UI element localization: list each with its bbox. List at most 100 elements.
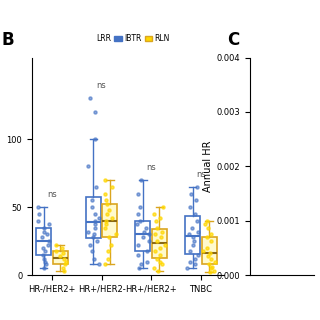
Point <box>42 225 47 230</box>
Point <box>152 248 157 253</box>
Point <box>46 239 52 244</box>
Point <box>209 264 214 269</box>
Y-axis label: months: months <box>0 148 1 185</box>
Point <box>191 239 196 244</box>
Point <box>42 266 47 271</box>
Point <box>88 243 93 248</box>
Point <box>143 225 148 230</box>
Point <box>59 245 64 251</box>
Point <box>61 266 66 271</box>
Point <box>144 248 149 253</box>
Text: C: C <box>227 31 239 50</box>
Point <box>109 216 114 221</box>
Point <box>158 245 163 251</box>
Point <box>138 218 143 223</box>
Point <box>156 268 161 274</box>
Point <box>138 205 143 210</box>
Point <box>62 262 67 267</box>
Point <box>136 191 141 196</box>
Point <box>106 248 111 253</box>
Point <box>192 262 197 267</box>
Point <box>154 225 159 230</box>
Point <box>144 259 149 264</box>
Point <box>152 266 157 271</box>
Point <box>42 256 47 261</box>
Point <box>191 243 196 248</box>
Point <box>46 243 51 248</box>
Point <box>158 216 163 221</box>
Point <box>93 212 98 217</box>
Point <box>96 216 101 221</box>
Point <box>206 225 211 230</box>
Point <box>187 259 192 264</box>
Text: B: B <box>1 31 14 50</box>
Point <box>85 164 91 169</box>
Point <box>137 266 142 271</box>
Point <box>89 205 94 210</box>
PathPatch shape <box>53 252 68 264</box>
PathPatch shape <box>36 228 51 255</box>
Point <box>184 266 189 271</box>
Point <box>93 137 98 142</box>
Point <box>44 232 50 237</box>
Point <box>208 251 213 256</box>
Point <box>138 177 143 182</box>
Point <box>158 259 163 264</box>
Point <box>162 243 167 248</box>
Point <box>206 253 211 259</box>
Point <box>36 212 41 217</box>
Point <box>192 212 197 217</box>
Point <box>105 256 110 261</box>
Point <box>136 252 141 257</box>
Point <box>41 229 46 234</box>
Point <box>194 218 199 223</box>
Point <box>187 232 192 237</box>
Point <box>90 248 95 253</box>
Point <box>201 248 206 253</box>
Point <box>159 229 164 234</box>
Text: ns: ns <box>146 163 156 172</box>
Point <box>135 221 140 226</box>
Point <box>202 221 207 226</box>
Point <box>141 229 147 234</box>
Point <box>191 235 196 240</box>
Point <box>40 252 45 257</box>
Point <box>53 248 58 253</box>
Point <box>161 205 166 210</box>
Point <box>157 252 162 257</box>
Point <box>96 262 101 267</box>
Point <box>61 268 67 274</box>
Point <box>136 212 141 217</box>
Point <box>107 207 112 212</box>
PathPatch shape <box>202 237 217 264</box>
PathPatch shape <box>86 197 101 238</box>
Text: ns: ns <box>196 170 206 179</box>
Point <box>92 232 97 237</box>
Point <box>103 198 108 203</box>
Point <box>40 235 45 240</box>
Point <box>44 262 49 267</box>
Point <box>92 225 97 230</box>
Point <box>146 232 151 237</box>
Point <box>90 235 95 240</box>
PathPatch shape <box>185 216 200 254</box>
Point <box>187 248 192 253</box>
Point <box>139 262 144 267</box>
Point <box>206 262 212 267</box>
Point <box>107 235 112 240</box>
Point <box>92 218 97 223</box>
Point <box>153 232 158 237</box>
Point <box>90 198 95 203</box>
Point <box>154 256 159 261</box>
Text: ns: ns <box>97 81 106 90</box>
Point <box>194 198 199 203</box>
Point <box>35 205 40 210</box>
Point <box>208 256 213 261</box>
Point <box>93 109 98 115</box>
Point <box>103 262 108 267</box>
Point <box>61 256 66 261</box>
Point <box>212 259 217 264</box>
Point <box>103 177 108 182</box>
Point <box>113 232 118 237</box>
Point <box>196 229 201 234</box>
